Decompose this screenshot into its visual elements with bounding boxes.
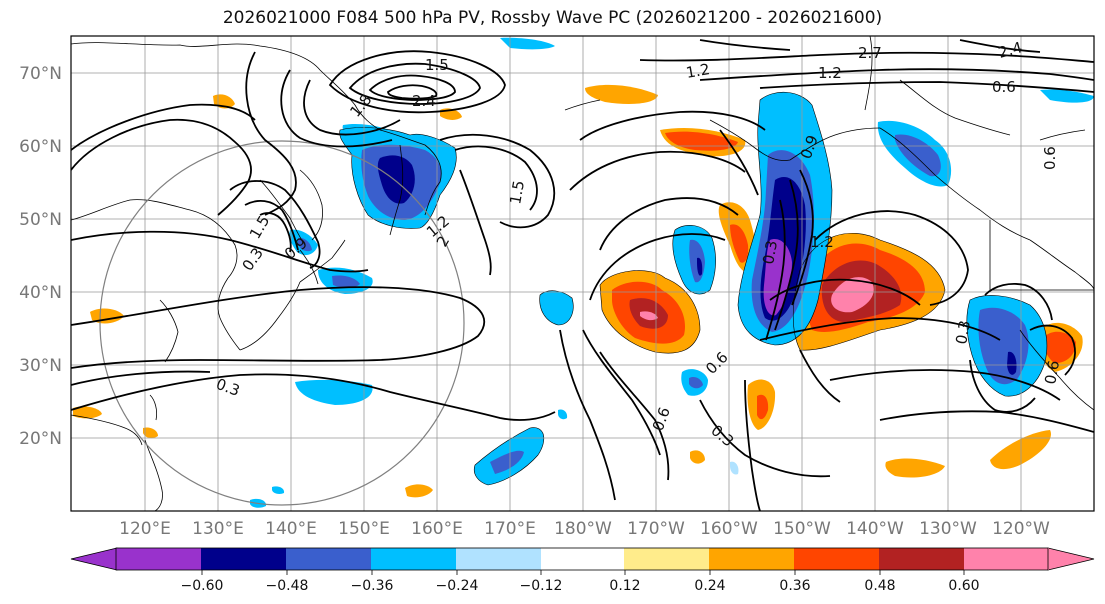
contour-label: 2.4 xyxy=(412,92,436,110)
lon-label: 150°W xyxy=(773,519,831,539)
gridlines xyxy=(71,36,1094,511)
lat-label: 60°N xyxy=(19,137,62,157)
map-frame xyxy=(70,35,1095,512)
colorbar-swatch xyxy=(709,548,795,570)
colorbar-frame xyxy=(115,547,1049,571)
lon-label: 150°E xyxy=(338,519,390,539)
positive-anomaly-shading xyxy=(73,84,1083,498)
colorbar-tick-label: 0.36 xyxy=(779,578,810,594)
lon-label: 120°E xyxy=(119,519,171,539)
lon-label: 140°W xyxy=(846,519,904,539)
contour-label: 1.2 xyxy=(685,60,712,82)
colorbar-swatch xyxy=(794,548,880,570)
colorbar-tick-label: 0.48 xyxy=(864,578,895,594)
longitude-labels: 120°E 130°E 140°E 150°E 160°E 170°E 180°… xyxy=(119,519,1050,539)
colorbar-swatch xyxy=(964,548,1049,570)
lon-label: 130°W xyxy=(919,519,977,539)
lat-label: 40°N xyxy=(19,283,62,303)
pv-contours xyxy=(71,39,1094,511)
colorbar-tick-label: −0.36 xyxy=(351,578,394,594)
range-circle xyxy=(99,140,465,506)
contour-label: 1.2 xyxy=(810,233,834,251)
lon-label: 170°W xyxy=(627,519,685,539)
colorbar-tick-label: 0.12 xyxy=(609,578,640,594)
colorbar-swatch xyxy=(201,548,287,570)
colorbar-tick-label: −0.60 xyxy=(181,578,224,594)
colorbar-tick-label: −0.48 xyxy=(266,578,309,594)
contour-label: 0.6 xyxy=(1041,146,1059,170)
lat-label: 70°N xyxy=(19,64,62,84)
lon-label: 120°W xyxy=(992,519,1050,539)
contour-label: 0.3 xyxy=(759,239,781,266)
colorbar-tick-label: −0.24 xyxy=(436,578,479,594)
colorbar-swatch xyxy=(879,548,965,570)
colorbar-swatch xyxy=(541,548,625,570)
colorbar-max-extension xyxy=(1047,547,1095,571)
contour-label: 2.7 xyxy=(858,44,882,62)
lon-label: 130°E xyxy=(192,519,244,539)
lon-label: 140°E xyxy=(265,519,317,539)
colorbar-tick-label: 0.24 xyxy=(694,578,725,594)
colorbar-min-extension xyxy=(70,547,118,571)
colorbar-swatch xyxy=(371,548,457,570)
colorbar-swatch xyxy=(456,548,542,570)
lon-label: 160°W xyxy=(700,519,758,539)
contour-label: 2.4 xyxy=(996,38,1024,62)
latitude-labels: 70°N 60°N 50°N 40°N 30°N 20°N xyxy=(19,64,62,449)
contour-label: 0.6 xyxy=(1041,359,1063,386)
lon-label: 160°E xyxy=(411,519,463,539)
lon-label: 170°E xyxy=(484,519,536,539)
lat-label: 20°N xyxy=(19,429,62,449)
colorbar-tick-label: −0.12 xyxy=(520,578,563,594)
contour-label: 1.5 xyxy=(425,56,449,74)
colorbar-swatch xyxy=(286,548,372,570)
colorbar-swatch xyxy=(624,548,710,570)
contour-label: 1.2 xyxy=(818,64,842,82)
map-title: 2026021000 F084 500 hPa PV, Rossby Wave … xyxy=(222,8,883,28)
lat-label: 50°N xyxy=(19,210,62,230)
colorbar: −0.60 −0.48 −0.36 −0.24 −0.12 0.12 0.24 … xyxy=(70,547,1095,594)
lat-label: 30°N xyxy=(19,356,62,376)
colorbar-tick-label: 0.60 xyxy=(948,578,979,594)
colorbar-swatch xyxy=(116,548,202,570)
contour-label: 0.3 xyxy=(952,319,974,346)
lon-label: 180°W xyxy=(554,519,612,539)
contour-label: 0.6 xyxy=(992,78,1016,96)
contour-label: 1.5 xyxy=(506,179,528,206)
